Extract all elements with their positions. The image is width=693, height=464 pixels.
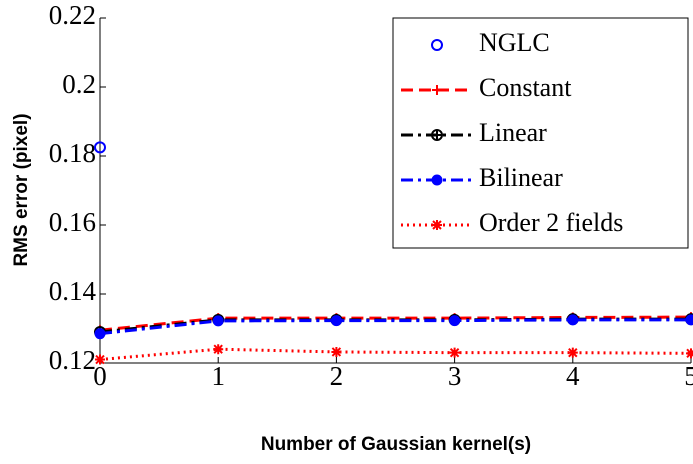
x-tick-label: 2 bbox=[330, 361, 344, 391]
x-tick-label: 4 bbox=[566, 361, 580, 391]
y-tick-label: 0.14 bbox=[49, 276, 97, 306]
y-tick-label: 0.16 bbox=[49, 207, 96, 237]
marker-shape bbox=[95, 354, 105, 365]
data-point bbox=[213, 344, 224, 355]
legend: NGLC Constant Linear Bilinear Order 2 fields bbox=[392, 17, 689, 249]
legend-label: Linear bbox=[479, 118, 547, 147]
data-point bbox=[567, 314, 579, 326]
marker-shape bbox=[212, 315, 224, 327]
marker-shape bbox=[331, 346, 342, 357]
legend-label: Bilinear bbox=[479, 163, 563, 192]
x-tick-label: 3 bbox=[448, 361, 462, 391]
data-point bbox=[94, 328, 106, 340]
data-point bbox=[685, 314, 693, 326]
data-point bbox=[449, 315, 461, 327]
marker-shape bbox=[432, 85, 442, 95]
marker-shape bbox=[567, 314, 579, 326]
marker-shape bbox=[431, 174, 443, 186]
y-tick-label: 0.12 bbox=[49, 345, 96, 375]
x-tick-label: 0 bbox=[93, 361, 107, 391]
data-point bbox=[95, 354, 105, 365]
y-axis-label: RMS error (pixel) bbox=[11, 113, 32, 266]
data-point bbox=[331, 346, 342, 357]
marker-shape bbox=[213, 344, 224, 355]
data-point bbox=[449, 347, 460, 358]
marker-shape bbox=[431, 39, 443, 51]
legend-label: Order 2 fields bbox=[479, 208, 623, 237]
x-tick-label: 1 bbox=[211, 361, 225, 391]
marker-shape bbox=[94, 141, 106, 154]
marker-shape bbox=[685, 314, 693, 326]
marker-shape bbox=[431, 129, 443, 141]
marker-shape bbox=[94, 328, 106, 340]
data-point bbox=[567, 347, 578, 358]
data-point bbox=[212, 315, 224, 327]
marker-shape bbox=[449, 315, 461, 327]
y-tick-label: 0.18 bbox=[49, 138, 96, 168]
x-axis-label: Number of Gaussian kernel(s) bbox=[261, 434, 531, 455]
y-tick-label: 0.2 bbox=[62, 69, 96, 99]
series-line bbox=[99, 347, 692, 362]
series-line bbox=[99, 318, 691, 336]
legend-label: NGLC bbox=[479, 28, 550, 57]
y-tick-label: 0.22 bbox=[49, 0, 96, 30]
marker-shape bbox=[686, 348, 693, 359]
legend-marker bbox=[431, 174, 443, 186]
data-point bbox=[330, 315, 342, 327]
legend-label: Constant bbox=[479, 73, 572, 102]
marker-shape bbox=[449, 347, 460, 358]
marker-shape bbox=[330, 315, 342, 327]
series-line bbox=[99, 315, 692, 332]
legend-marker bbox=[431, 39, 443, 51]
marker-shape bbox=[567, 347, 578, 358]
x-tick-label: 5 bbox=[684, 361, 693, 391]
data-point bbox=[686, 348, 693, 359]
data-point bbox=[94, 141, 106, 154]
marker-shape bbox=[432, 220, 442, 230]
legend-marker bbox=[432, 85, 442, 95]
legend-marker bbox=[431, 129, 443, 141]
legend-marker bbox=[432, 220, 442, 230]
marker-shape bbox=[432, 130, 442, 140]
